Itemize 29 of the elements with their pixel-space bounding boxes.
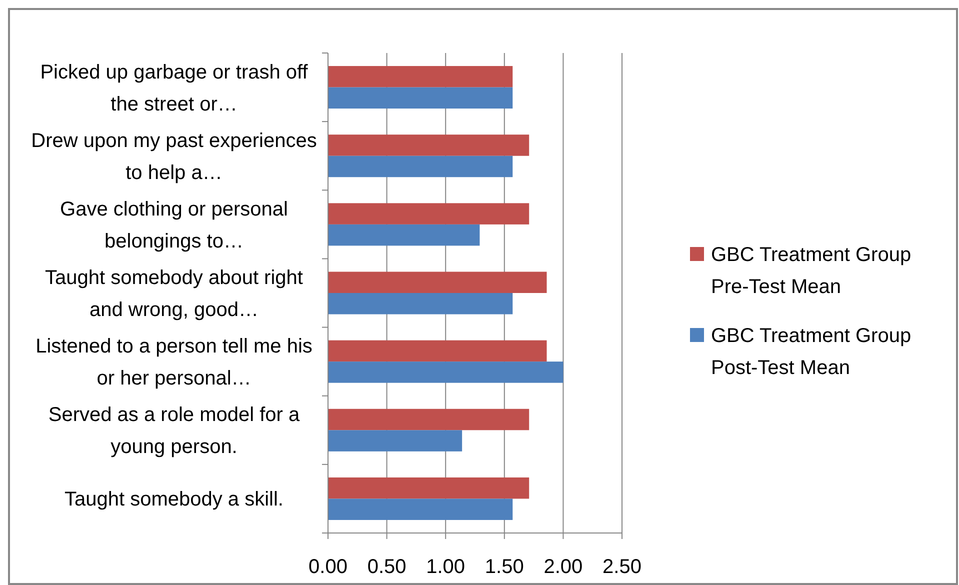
legend-label: GBC Treatment Group Pre-Test Mean [711,244,912,298]
x-tick-label: 2.50 [602,556,642,578]
x-tick-label: 0.00 [308,556,348,578]
y-tick-label: Served as a role model for a young person. [48,404,300,458]
y-tick-label: Gave clothing or personal belongings to… [60,198,288,252]
bar [328,362,564,383]
bar [328,66,513,88]
bar [328,293,513,314]
bar [328,134,530,156]
bar [328,430,462,452]
x-tick-label: 1.00 [426,556,466,578]
y-tick-label: Taught somebody about right and wrong, good… [45,267,304,321]
bar [328,477,530,499]
y-tick-label: Taught somebody a skill. [64,488,284,511]
bar [328,203,530,224]
y-tick-label: Listened to a person tell me his or her personal… [36,336,312,390]
legend-label: GBC Treatment Group Post-Test Mean [711,325,912,379]
x-tick-label: 1.50 [484,556,524,578]
y-tick-label: Drew upon my past experiences to help a… [31,130,317,184]
bar [328,340,547,362]
x-tick-label: 2.00 [544,556,583,578]
bar [328,498,513,520]
bar [328,272,547,293]
y-tick-label: Picked up garbage or trash off the street or… [40,61,308,116]
bar [328,408,530,430]
bar [328,224,480,246]
x-tick-label: 0.50 [367,556,406,578]
bar [328,156,513,178]
bar [328,87,513,109]
